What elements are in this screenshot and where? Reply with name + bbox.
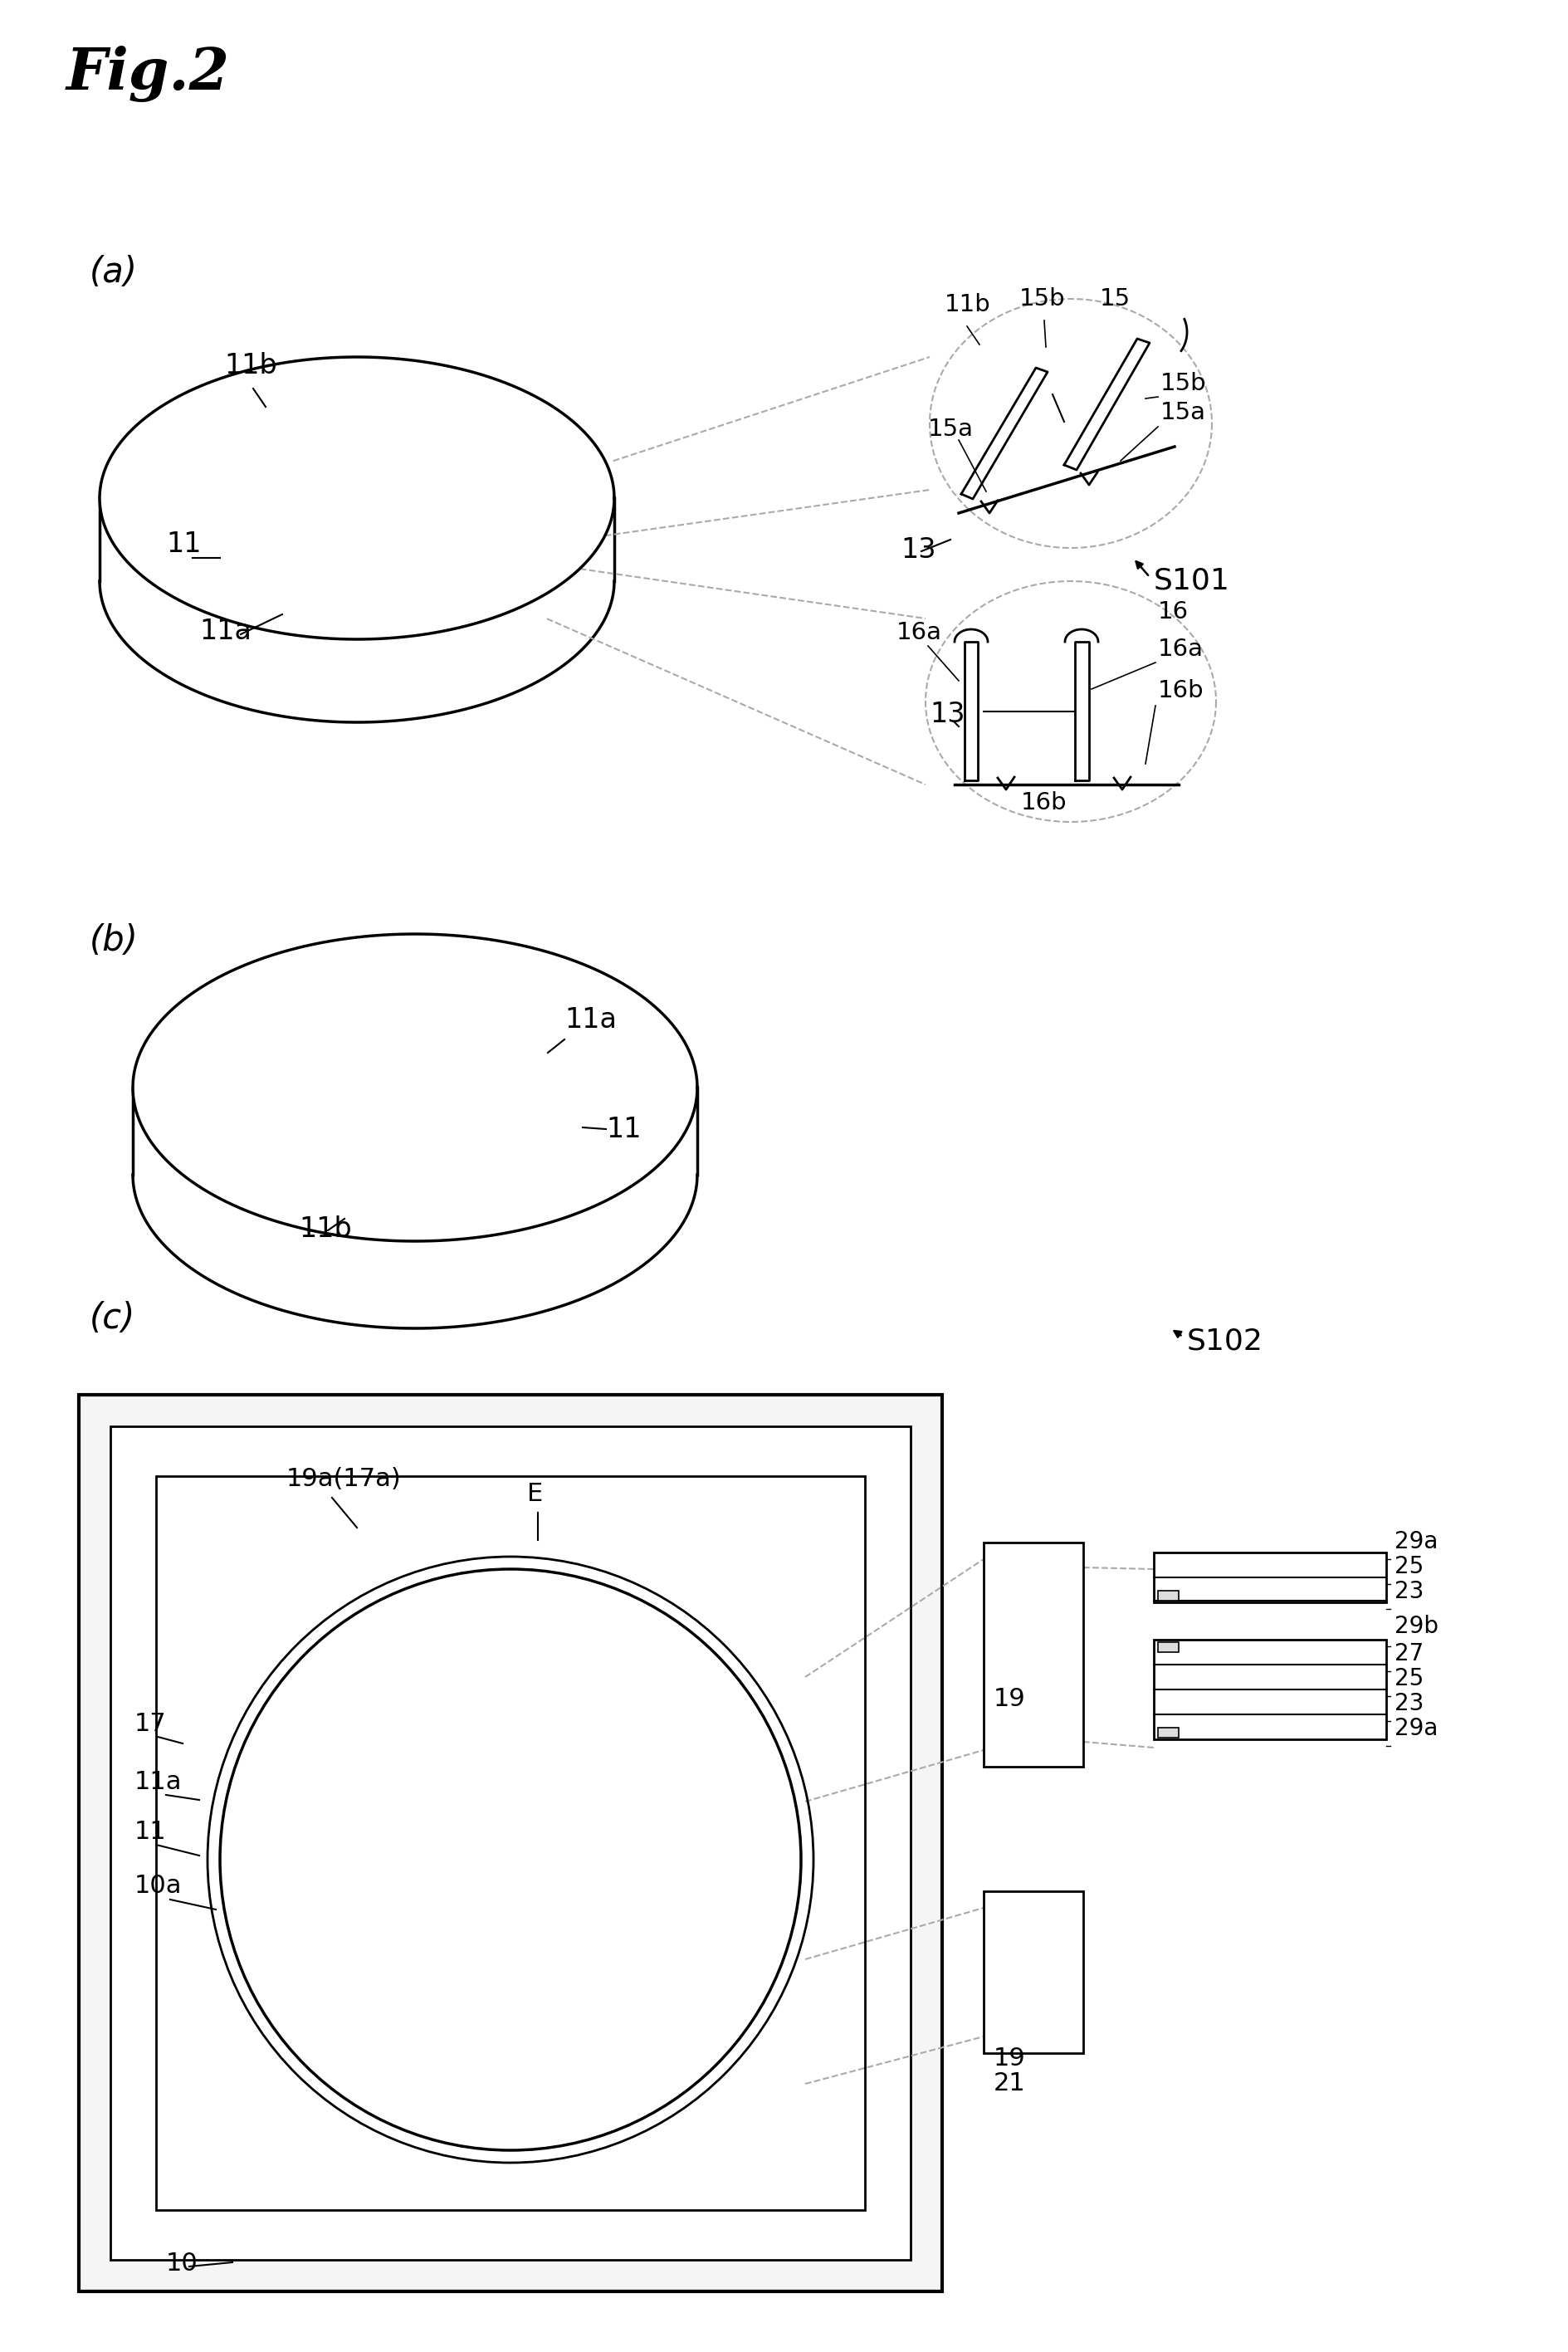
Text: 15b: 15b — [1019, 287, 1065, 310]
Text: 13: 13 — [900, 536, 936, 564]
Text: Fig.2: Fig.2 — [66, 45, 230, 101]
Text: 11: 11 — [166, 532, 201, 557]
Text: 15a: 15a — [1160, 400, 1206, 423]
Text: 13: 13 — [930, 701, 964, 729]
Text: (b): (b) — [89, 924, 138, 957]
Text: 16: 16 — [1157, 600, 1189, 623]
Bar — [78, 1395, 942, 2291]
Text: 17: 17 — [135, 1712, 166, 1736]
Text: 29b: 29b — [1394, 1616, 1438, 1637]
Polygon shape — [99, 358, 615, 640]
Bar — [1157, 1729, 1178, 1738]
Bar — [110, 1425, 909, 2260]
Text: 19: 19 — [993, 1686, 1025, 1710]
Text: 16a: 16a — [1157, 637, 1203, 661]
Bar — [1152, 1552, 1386, 1602]
Text: 15: 15 — [1099, 287, 1131, 310]
Text: 11a: 11a — [199, 619, 251, 644]
Polygon shape — [1063, 339, 1149, 470]
Text: 29a: 29a — [1394, 1531, 1438, 1552]
Ellipse shape — [220, 1569, 801, 2150]
Text: 10a: 10a — [135, 1875, 182, 1898]
Text: 25: 25 — [1394, 1555, 1424, 1578]
Text: 29a: 29a — [1394, 1717, 1438, 1740]
Bar — [983, 1543, 1082, 1766]
Bar — [983, 1891, 1082, 2053]
Text: 15a: 15a — [928, 419, 974, 440]
Polygon shape — [1074, 642, 1088, 781]
Text: S101: S101 — [1152, 567, 1229, 595]
Bar — [1157, 1590, 1178, 1602]
Text: 16a: 16a — [895, 621, 942, 644]
Text: 10: 10 — [166, 2251, 198, 2277]
Text: 19: 19 — [993, 2046, 1025, 2070]
Text: 16b: 16b — [1021, 790, 1066, 814]
Bar — [1157, 1642, 1178, 1651]
Text: 11a: 11a — [564, 1007, 616, 1033]
Text: 11b: 11b — [224, 353, 278, 379]
Text: 11: 11 — [135, 1820, 166, 1844]
Text: 23: 23 — [1394, 1581, 1424, 1604]
Text: 11b: 11b — [944, 294, 991, 315]
Text: 25: 25 — [1394, 1668, 1424, 1691]
Text: (c): (c) — [89, 1301, 135, 1336]
Text: 16b: 16b — [1157, 680, 1204, 703]
Text: 19a(17a): 19a(17a) — [287, 1468, 401, 1491]
Polygon shape — [961, 367, 1047, 499]
Text: 11b: 11b — [298, 1216, 351, 1242]
Polygon shape — [964, 642, 977, 781]
Text: 23: 23 — [1394, 1691, 1424, 1715]
Polygon shape — [133, 934, 696, 1242]
Text: E: E — [527, 1482, 543, 1505]
Text: (a): (a) — [89, 254, 138, 289]
Bar — [155, 1477, 864, 2211]
Text: S102: S102 — [1187, 1327, 1262, 1355]
Text: 21: 21 — [993, 2072, 1025, 2096]
Text: 11: 11 — [605, 1115, 641, 1143]
Bar — [1152, 1639, 1386, 1738]
Text: 15b: 15b — [1160, 372, 1206, 395]
Text: 11a: 11a — [135, 1771, 182, 1795]
Text: 27: 27 — [1394, 1642, 1424, 1665]
